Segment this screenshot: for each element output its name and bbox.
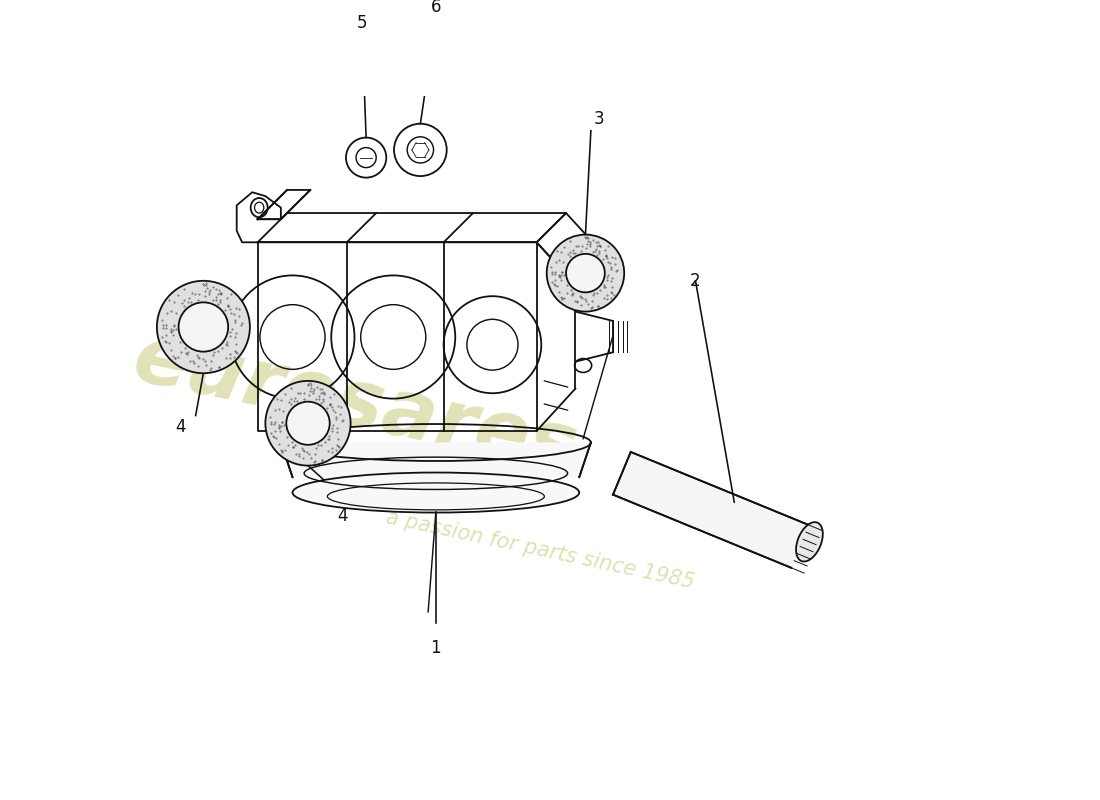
Text: 1: 1 xyxy=(430,639,441,657)
Circle shape xyxy=(157,281,250,373)
Ellipse shape xyxy=(796,522,823,562)
Text: 4: 4 xyxy=(338,506,348,525)
Polygon shape xyxy=(613,452,808,568)
Text: 4: 4 xyxy=(175,418,186,436)
Text: eurosares: eurosares xyxy=(125,319,583,489)
Text: 2: 2 xyxy=(690,272,701,290)
Text: 5: 5 xyxy=(358,14,367,32)
Circle shape xyxy=(286,402,330,445)
Circle shape xyxy=(178,302,228,352)
Text: 3: 3 xyxy=(593,110,604,128)
Circle shape xyxy=(265,381,351,466)
Polygon shape xyxy=(280,442,591,477)
Circle shape xyxy=(547,234,624,312)
Ellipse shape xyxy=(293,473,580,513)
Text: a passion for parts since 1985: a passion for parts since 1985 xyxy=(384,508,696,593)
Circle shape xyxy=(566,254,605,292)
Text: 6: 6 xyxy=(430,0,441,17)
